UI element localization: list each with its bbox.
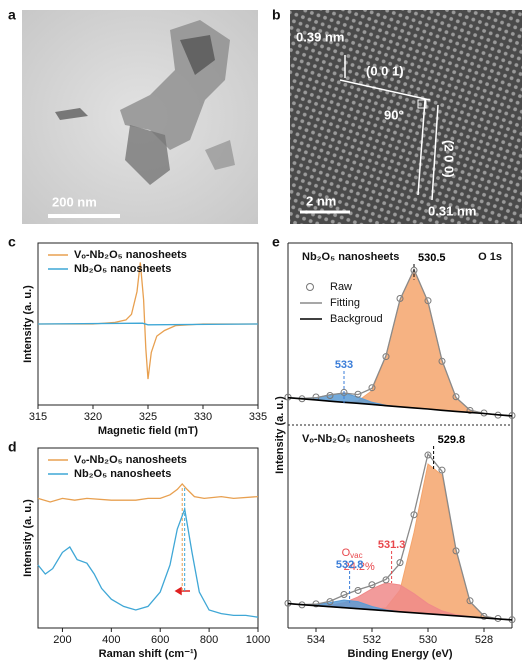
legend-label: Vₒ-Nb₂O₅ nanosheets — [74, 454, 187, 466]
raw-point — [452, 393, 460, 401]
legend-label: Raw — [330, 281, 352, 293]
x-tick-label: 335 — [249, 411, 267, 423]
x-tick-label: 200 — [53, 634, 71, 646]
note-symbol: O — [342, 547, 351, 559]
peak-label: 530.5 — [418, 252, 446, 264]
peak-note: Ovac — [342, 547, 363, 560]
panel-label: a — [8, 7, 16, 23]
raw-point — [466, 597, 474, 605]
x-tick-label: 320 — [84, 411, 102, 423]
tem-image — [22, 10, 258, 224]
peak-label: 529.8 — [438, 434, 466, 446]
subplot-title: Nb₂O₅ nanosheets — [302, 251, 399, 263]
x-tick-label: 600 — [151, 634, 169, 646]
raw-point — [410, 266, 418, 274]
legend-label: Nb₂O₅ nanosheets — [74, 263, 171, 275]
x-tick-label: 534 — [307, 634, 325, 646]
panel-label: c — [8, 234, 16, 250]
raw-point — [424, 451, 432, 459]
x-tick-label: 800 — [200, 634, 218, 646]
note-subscript: vac — [350, 551, 362, 560]
lattice-plane: (0 0 1) — [366, 63, 404, 78]
legend-label: Vₒ-Nb₂O₅ nanosheets — [74, 249, 187, 261]
peak-label: 531.3 — [378, 539, 406, 551]
peak-note: 24.2% — [344, 561, 375, 573]
legend-label: Fitting — [330, 297, 360, 309]
legend-swatch — [306, 283, 314, 291]
panel-label: d — [8, 439, 17, 455]
x-tick-label: 1000 — [246, 634, 270, 646]
y-axis-label: Intensity (a. u.) — [22, 499, 34, 577]
x-tick-label: 325 — [139, 411, 157, 423]
series-line — [37, 506, 259, 618]
scale-bar-label: 2 nm — [306, 193, 336, 208]
lattice-spacing: 0.31 nm — [428, 203, 476, 218]
x-tick-label: 530 — [419, 634, 437, 646]
x-tick-label: 528 — [475, 634, 493, 646]
panel-label: e — [272, 234, 280, 250]
legend-label: Nb₂O₅ nanosheets — [74, 468, 171, 480]
x-tick-label: 400 — [102, 634, 120, 646]
raw-point — [340, 388, 348, 396]
peak-label: 533 — [335, 359, 353, 371]
x-tick-label: 532 — [363, 634, 381, 646]
x-tick-label: 315 — [29, 411, 47, 423]
fit-line — [287, 268, 513, 417]
angle-label: 90° — [384, 107, 404, 122]
x-tick-label: 330 — [194, 411, 212, 423]
hrtem-image — [290, 10, 522, 224]
raw-point — [382, 576, 390, 584]
x-axis-label: Binding Energy (eV) — [347, 648, 452, 660]
x-axis-label: Magnetic field (mT) — [98, 425, 199, 437]
series-line — [37, 322, 259, 326]
shift-arrow — [174, 586, 190, 596]
raw-point — [368, 384, 376, 392]
fit-line — [287, 452, 513, 621]
series-line — [37, 483, 259, 503]
y-axis-label: Intensity (a. u.) — [274, 396, 286, 474]
subplot-title: Vₒ-Nb₂O₅ nanosheets — [302, 433, 415, 445]
panel-label: b — [272, 7, 281, 23]
lattice-plane: (2 0 0) — [442, 140, 457, 178]
background-line — [287, 396, 513, 417]
axis-frame — [37, 447, 259, 629]
fit-component — [287, 268, 513, 417]
raw-point — [396, 559, 404, 567]
series-line — [38, 262, 258, 380]
legend-label: Backgroud — [330, 313, 383, 325]
lattice-spacing: 0.39 nm — [296, 29, 344, 44]
y-axis-label: Intensity (a. u.) — [22, 285, 34, 363]
scale-bar-label: 200 nm — [52, 194, 97, 209]
x-axis-label: Raman shift (cm⁻¹) — [99, 648, 198, 660]
peak-label: 532.8 — [336, 559, 364, 571]
background-line — [287, 602, 513, 621]
subplot-label: O 1s — [478, 251, 502, 263]
